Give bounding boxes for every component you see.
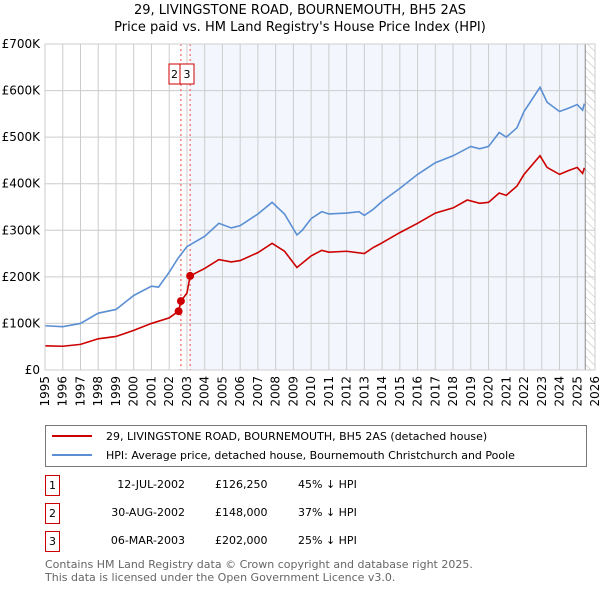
legend-swatch-blue xyxy=(52,454,92,456)
legend-item-hpi: HPI: Average price, detached house, Bour… xyxy=(46,446,515,464)
sale-price: £148,000 xyxy=(215,506,268,519)
sale-date: 30-AUG-2002 xyxy=(111,506,185,519)
x-tick-label: 2007 xyxy=(251,376,265,407)
price-chart: 1995 1996 1997 1998 1999 2000 2001 2002 2003 2004… xyxy=(2,37,600,407)
x-tick-label: 2011 xyxy=(322,376,336,407)
footer-copyright: Contains HM Land Registry data © Crown c… xyxy=(45,558,473,571)
y-tick-label: £200K xyxy=(2,270,42,284)
x-tick-label: 2005 xyxy=(215,376,229,407)
x-tick-label: 2004 xyxy=(198,376,212,407)
y-tick-label: £500K xyxy=(2,130,42,144)
x-tick-label: 2025 xyxy=(570,376,584,407)
marker-badge: 2 xyxy=(45,503,60,524)
title-line-2: Price paid vs. HM Land Registry's House … xyxy=(114,20,486,35)
marker-badge: 1 xyxy=(45,475,60,496)
sale-price: £202,000 xyxy=(215,534,268,547)
x-tick-label: 2002 xyxy=(162,376,176,407)
hpi-diff: 37% ↓ HPI xyxy=(298,506,357,519)
x-tick-label: 2026 xyxy=(588,376,600,407)
forecast-shading xyxy=(190,44,586,370)
x-tick-label: 2019 xyxy=(464,376,478,407)
marker-badge: 3 xyxy=(45,531,60,552)
x-tick-label: 2023 xyxy=(535,376,549,407)
x-tick-label: 2010 xyxy=(304,376,318,407)
x-tick-label: 1995 xyxy=(38,376,52,407)
x-tick-label: 2018 xyxy=(446,376,460,407)
legend-label: 29, LIVINGSTONE ROAD, BOURNEMOUTH, BH5 2… xyxy=(106,429,488,443)
sale-point xyxy=(176,297,185,306)
sale-date: 06-MAR-2003 xyxy=(110,534,185,547)
x-tick-label: 1996 xyxy=(56,376,70,407)
x-tick-label: 2017 xyxy=(428,376,442,407)
footer-licence: This data is licensed under the Open Gov… xyxy=(45,571,396,584)
x-tick-label: 2012 xyxy=(340,376,354,407)
y-tick-label: £400K xyxy=(2,177,42,191)
x-tick-label: 1997 xyxy=(73,376,87,407)
x-tick-label: 2021 xyxy=(499,376,513,407)
title-line-1: 29, LIVINGSTONE ROAD, BOURNEMOUTH, BH5 2… xyxy=(134,3,466,18)
hpi-diff: 45% ↓ HPI xyxy=(298,478,357,491)
x-tick-label: 2003 xyxy=(180,376,194,407)
sale-date: 12-JUL-2002 xyxy=(117,478,185,491)
legend-swatch-red xyxy=(52,435,92,437)
x-tick-label: 2000 xyxy=(127,376,141,407)
x-tick-label: 2014 xyxy=(375,376,389,407)
y-tick-label: £300K xyxy=(2,223,42,237)
x-tick-label: 2015 xyxy=(393,376,407,407)
sale-price: £126,250 xyxy=(215,478,268,491)
x-tick-label: 1999 xyxy=(109,376,123,407)
x-tick-label: 1998 xyxy=(91,376,105,407)
legend-item-price: 29, LIVINGSTONE ROAD, BOURNEMOUTH, BH5 2… xyxy=(46,427,487,445)
legend: 29, LIVINGSTONE ROAD, BOURNEMOUTH, BH5 2… xyxy=(45,425,587,467)
x-tick-label: 2006 xyxy=(233,376,247,407)
chart-title: 29, LIVINGSTONE ROAD, BOURNEMOUTH, BH5 2… xyxy=(0,2,600,36)
sale-label-2: 2 xyxy=(171,68,178,81)
legend-label: HPI: Average price, detached house, Bour… xyxy=(106,448,515,462)
future-hatch xyxy=(585,44,595,370)
x-tick-label: 2016 xyxy=(411,376,425,407)
sale-point xyxy=(174,307,183,316)
x-tick-label: 2009 xyxy=(286,376,300,407)
sale-label-box xyxy=(168,63,195,85)
y-tick-label: £0 xyxy=(25,363,40,377)
footer: Contains HM Land Registry data © Crown c… xyxy=(45,558,473,584)
x-tick-label: 2001 xyxy=(144,376,158,407)
x-tick-label: 2022 xyxy=(517,376,531,407)
sale-label-3: 3 xyxy=(184,68,191,81)
hpi-line xyxy=(44,85,586,328)
y-tick-label: £700K xyxy=(2,37,42,51)
plot-border xyxy=(44,43,596,371)
y-tick-label: £600K xyxy=(2,84,42,98)
x-tick-label: 2008 xyxy=(269,376,283,407)
x-tick-label: 2013 xyxy=(357,376,371,407)
x-tick-label: 2024 xyxy=(553,376,567,407)
x-tick-label: 2020 xyxy=(482,376,496,407)
y-tick-label: £100K xyxy=(2,316,42,330)
sale-point xyxy=(186,271,195,280)
hpi-diff: 25% ↓ HPI xyxy=(298,534,357,547)
price-paid-line xyxy=(44,154,586,348)
